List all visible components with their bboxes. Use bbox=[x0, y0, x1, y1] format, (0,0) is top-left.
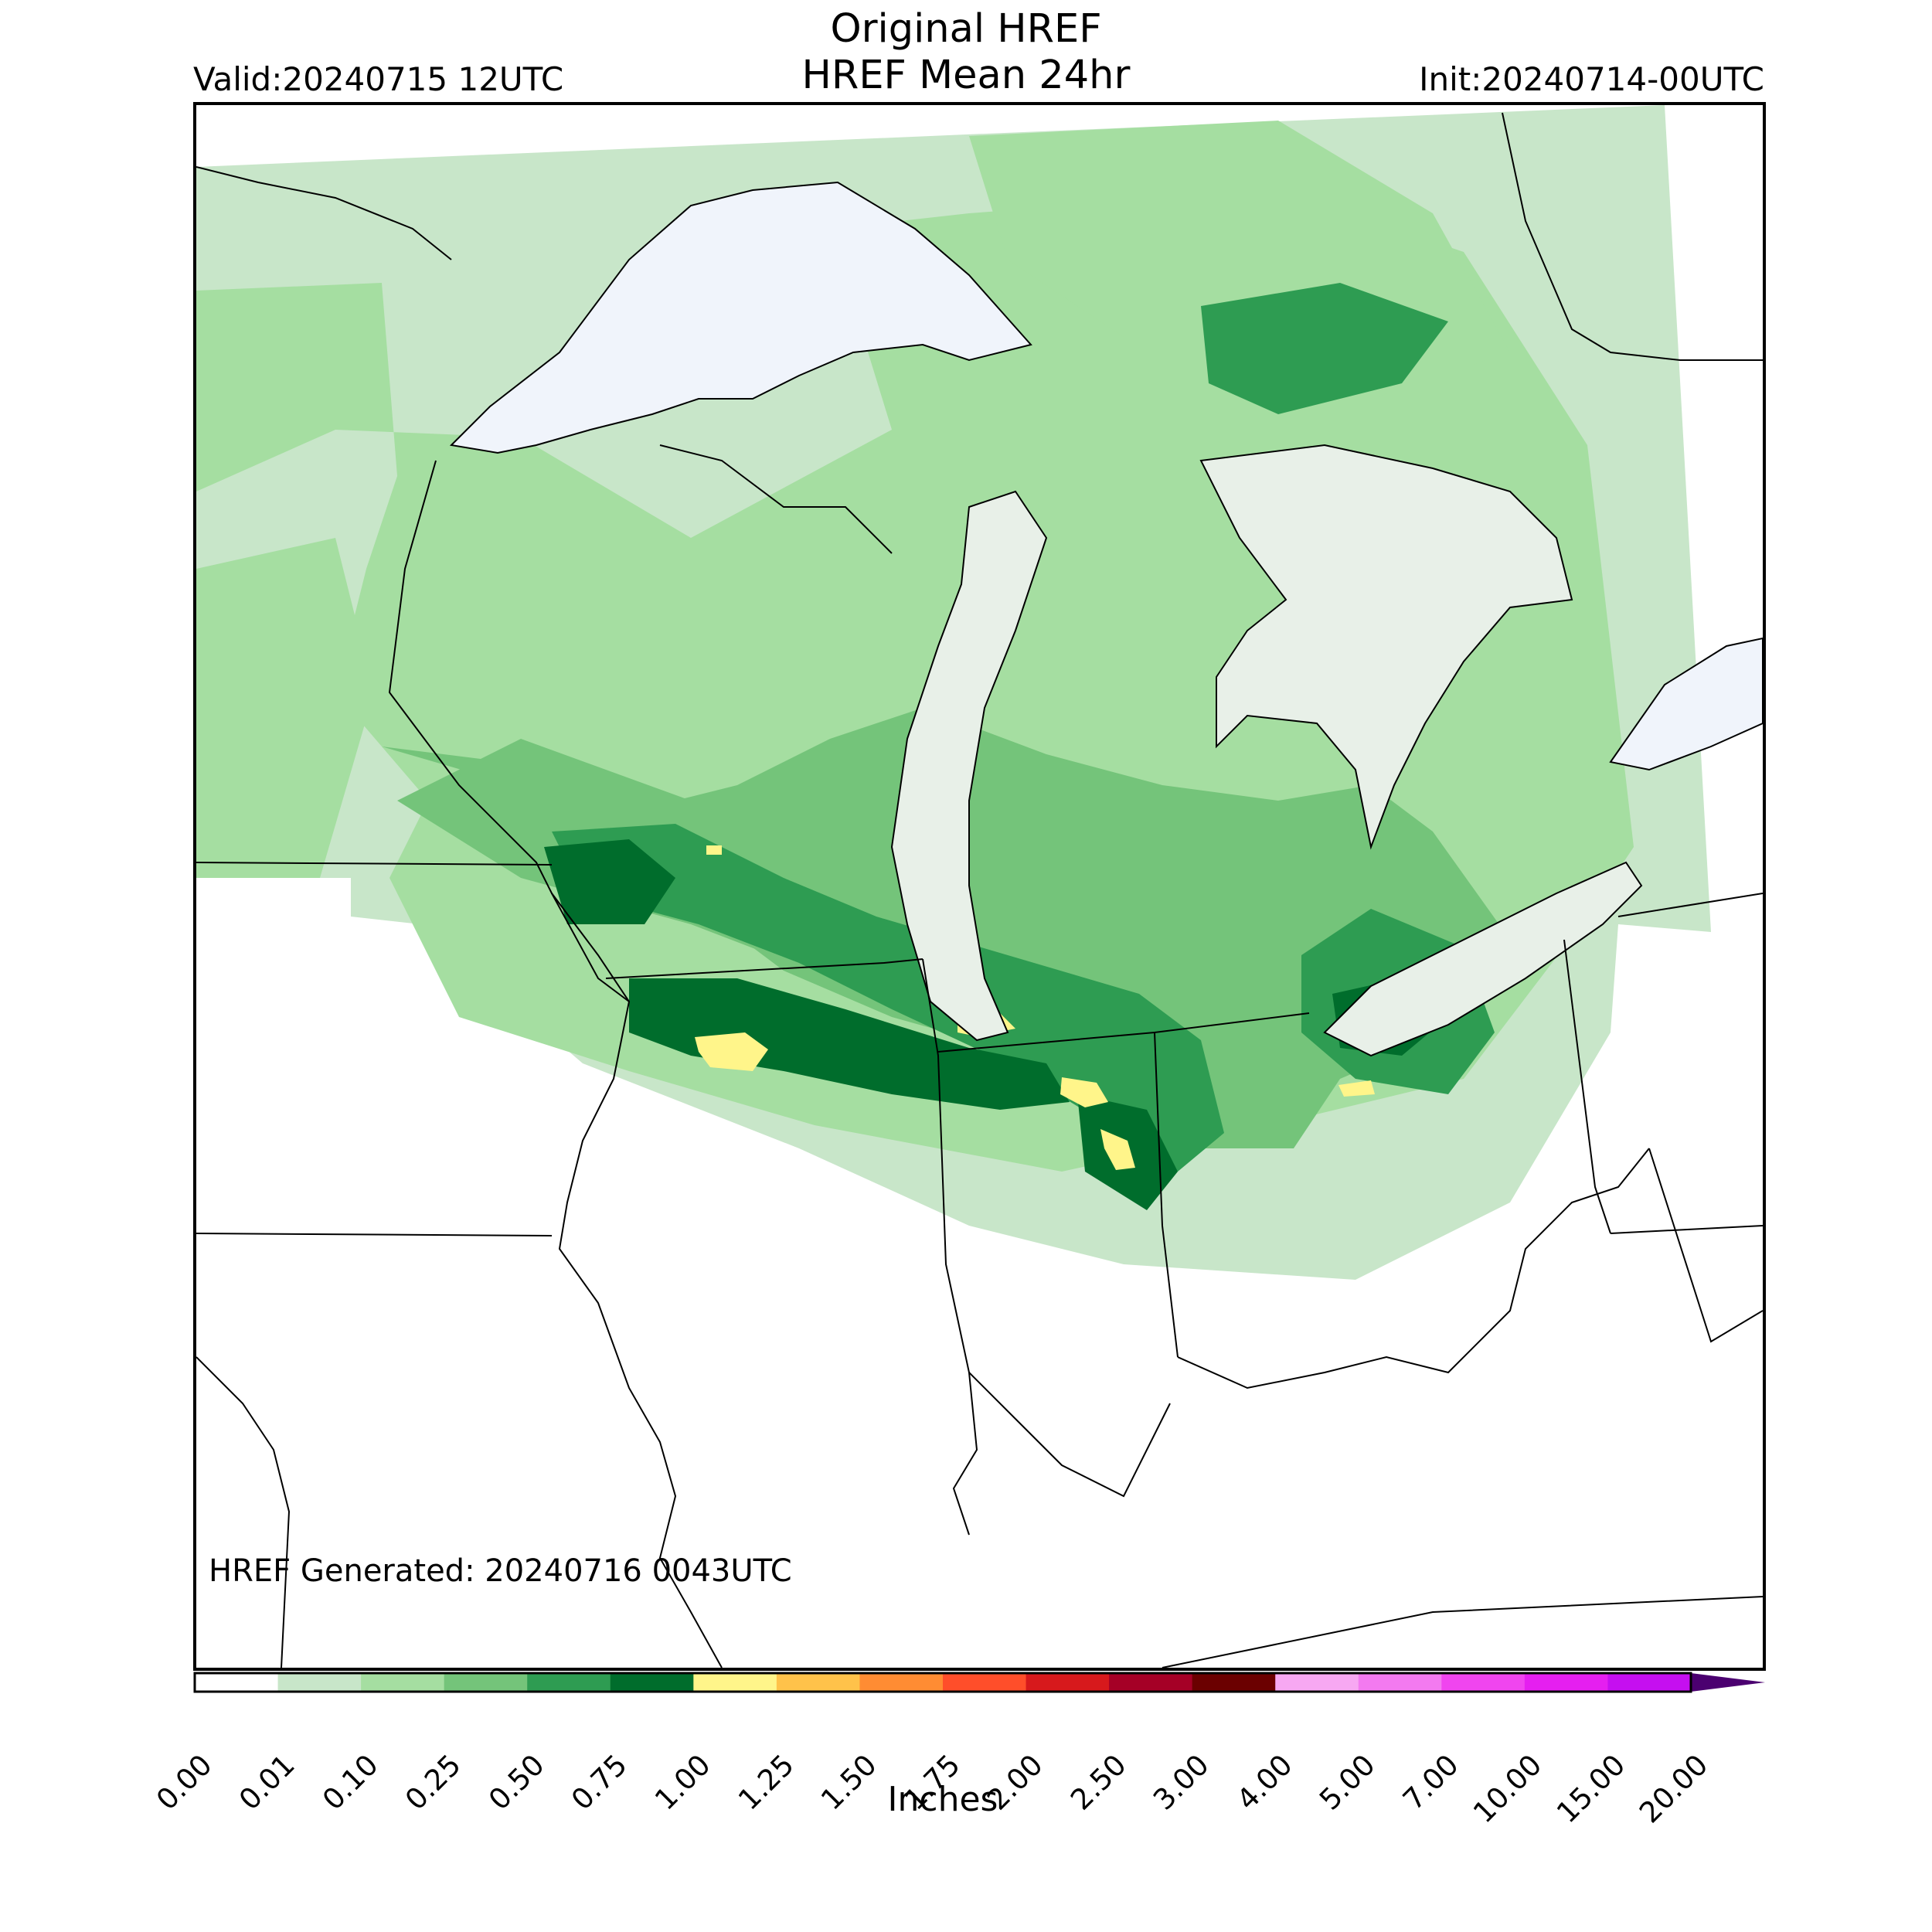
colorbar-swatch bbox=[361, 1673, 445, 1692]
colorbar-swatch bbox=[195, 1673, 279, 1692]
colorbar-swatch bbox=[1026, 1673, 1110, 1692]
precip-extreme-3 bbox=[1060, 1077, 1108, 1107]
border-ia-il-river bbox=[551, 893, 723, 1668]
colorbar-swatch bbox=[776, 1673, 860, 1692]
colorbar-swatch bbox=[1275, 1673, 1359, 1692]
colorbar-swatch bbox=[444, 1673, 528, 1692]
colorbar-swatch bbox=[859, 1673, 944, 1692]
border-mn-ia bbox=[196, 862, 553, 866]
precip-extreme-4 bbox=[1100, 1129, 1135, 1170]
colorbar-swatches bbox=[195, 1673, 1692, 1692]
border-ia-mo bbox=[196, 1233, 553, 1236]
precip-extreme-7 bbox=[706, 845, 722, 855]
colorbar-swatch bbox=[1358, 1673, 1442, 1692]
precipitation-map[interactable] bbox=[193, 102, 1766, 1671]
colorbar-swatch bbox=[527, 1673, 611, 1692]
border-in-mi-oh bbox=[937, 1012, 1310, 1053]
valid-time: Valid:20240715 12UTC bbox=[193, 60, 564, 98]
state-boundaries bbox=[196, 112, 1763, 1668]
border-in-oh bbox=[1154, 1032, 1179, 1358]
lake-ontario bbox=[1609, 637, 1763, 771]
border-oh-river bbox=[1177, 1148, 1650, 1389]
precip-extreme-6 bbox=[1338, 1080, 1375, 1097]
colorbar-swatch bbox=[1192, 1673, 1276, 1692]
border-mo-ar bbox=[196, 1356, 291, 1668]
border-wi-il bbox=[605, 958, 923, 979]
border-ky-tn bbox=[1162, 1596, 1763, 1668]
lake-michigan bbox=[890, 490, 1048, 1042]
precip-extreme-1 bbox=[695, 1032, 768, 1071]
colorbar-swatch bbox=[1441, 1673, 1526, 1692]
map-canvas bbox=[196, 105, 1763, 1668]
colorbar-outline bbox=[193, 1672, 1692, 1693]
precip-very-heavy-west bbox=[544, 839, 675, 924]
border-canada-east bbox=[1502, 112, 1763, 361]
colorbar-extend-arrow bbox=[1691, 1673, 1765, 1692]
generated-timestamp: HREF Generated: 20240716 0043UTC bbox=[209, 1553, 792, 1589]
lake-erie bbox=[1323, 861, 1643, 1057]
colorbar-swatch bbox=[943, 1673, 1027, 1692]
border-oh-pa bbox=[1563, 939, 1611, 1234]
precip-very-heavy-core bbox=[629, 978, 1070, 1110]
colorbar-swatch bbox=[277, 1673, 362, 1692]
colorbar-swatch bbox=[693, 1673, 777, 1692]
border-mi-wi-up bbox=[659, 444, 893, 554]
lake-huron bbox=[1199, 444, 1573, 850]
precip-light-west bbox=[196, 538, 374, 878]
colorbar-swatch bbox=[1524, 1673, 1608, 1692]
border-in-ky-river bbox=[968, 1372, 1171, 1498]
title-line2: HREF Mean 24hr bbox=[801, 53, 1131, 98]
border-wv-va bbox=[1648, 1148, 1763, 1343]
colorbar-swatch bbox=[610, 1673, 694, 1692]
border-pa-ny bbox=[1617, 893, 1763, 917]
title-line1: Original HREF bbox=[830, 6, 1102, 52]
colorbar-swatch bbox=[1607, 1673, 1692, 1692]
border-canada-mn bbox=[196, 166, 452, 260]
init-time: Init:20240714-00UTC bbox=[1419, 60, 1764, 98]
precip-heavy-ne bbox=[1201, 283, 1448, 414]
colorbar-swatch bbox=[1109, 1673, 1193, 1692]
border-mn-wi bbox=[388, 460, 630, 1002]
colorbar bbox=[193, 1672, 1765, 1693]
lake-superior bbox=[449, 181, 1032, 454]
colorbar-units-label: Inches bbox=[887, 1780, 998, 1819]
border-pa-md bbox=[1610, 1225, 1763, 1234]
